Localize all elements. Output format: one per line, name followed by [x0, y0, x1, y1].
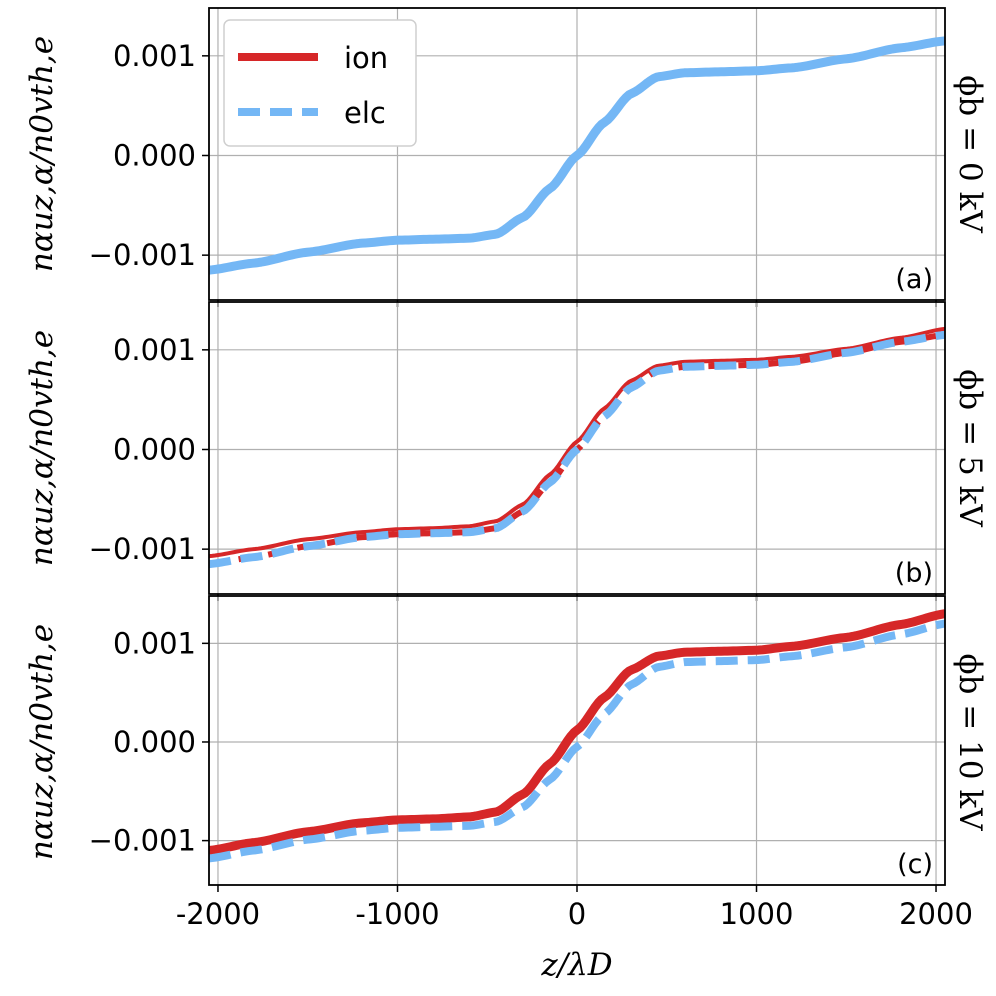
y-axis-label-c: nαuz,α/n0vth,e — [24, 624, 60, 860]
side-label-b: ϕb = 5 kV — [952, 369, 988, 527]
y-tick-label: 0.000 — [113, 725, 196, 759]
series-line-elc-b-2 — [209, 330, 945, 569]
x-tick-label: -1000 — [355, 897, 439, 931]
y-tick-label: 0.001 — [113, 333, 196, 367]
y-tick-label: −0.001 — [89, 532, 196, 566]
x-tick-label: 2000 — [899, 897, 973, 931]
series-group-c — [209, 609, 945, 863]
legend-label-elc: elc — [344, 96, 386, 130]
panel-a: 0.001 0.000 −0.001 (a) — [89, 7, 946, 307]
legend: ion elc — [223, 19, 417, 147]
side-label-text-b: ϕb = 5 kV — [952, 369, 988, 527]
y-axis-label-text-b: nαuz,α/n0vth,e — [24, 330, 60, 566]
side-label-a: ϕb = 0 kV — [952, 75, 988, 233]
panel-b: 0.001 0.000 −0.001 (b) — [89, 301, 946, 601]
panel-label-b: (b) — [895, 558, 933, 589]
y-tick-label: −0.001 — [89, 238, 196, 272]
series-line-ion-b-0 — [209, 326, 945, 559]
x-tick-label: -2000 — [176, 897, 260, 931]
legend-box — [223, 19, 417, 147]
panel-c: 0.001 0.000 −0.001 -2000 -1000 0 1000 2000 (c) — [89, 595, 973, 931]
y-tick-label: 0.001 — [113, 626, 196, 660]
y-axis-label-b: nαuz,α/n0vth,e — [24, 330, 60, 566]
panel-label-a: (a) — [895, 264, 933, 295]
y-axis-label-text-c: nαuz,α/n0vth,e — [24, 624, 60, 860]
legend-label-ion: ion — [344, 41, 388, 75]
y-tick-label: 0.000 — [113, 138, 196, 172]
series-line-elc-a-1 — [209, 36, 945, 275]
series-line-ion-c-0 — [209, 609, 945, 855]
y-axis-label-text-a: nαuz,α/n0vth,e — [24, 36, 60, 272]
y-tick-label: −0.001 — [89, 824, 196, 858]
x-tick-label: 1000 — [720, 897, 794, 931]
y-tick-label: 0.000 — [113, 432, 196, 466]
x-axis-label: z/λD — [540, 947, 612, 983]
side-label-text-a: ϕb = 0 kV — [952, 75, 988, 233]
x-tick-label: 0 — [568, 897, 586, 931]
series-group-b — [209, 326, 945, 569]
series-line-elc-c-1 — [209, 619, 945, 863]
side-label-text-c: ϕb = 10 kV — [952, 653, 988, 831]
y-tick-label: 0.001 — [113, 39, 196, 73]
panel-label-c: (c) — [897, 849, 933, 880]
side-label-c: ϕb = 10 kV — [952, 653, 988, 831]
series-group-a — [209, 36, 945, 275]
panels: 0.0010.000−0.001(a)0.0010.000−0.001(b)0.… — [89, 7, 973, 931]
y-axis-label-a: nαuz,α/n0vth,e — [24, 36, 60, 272]
